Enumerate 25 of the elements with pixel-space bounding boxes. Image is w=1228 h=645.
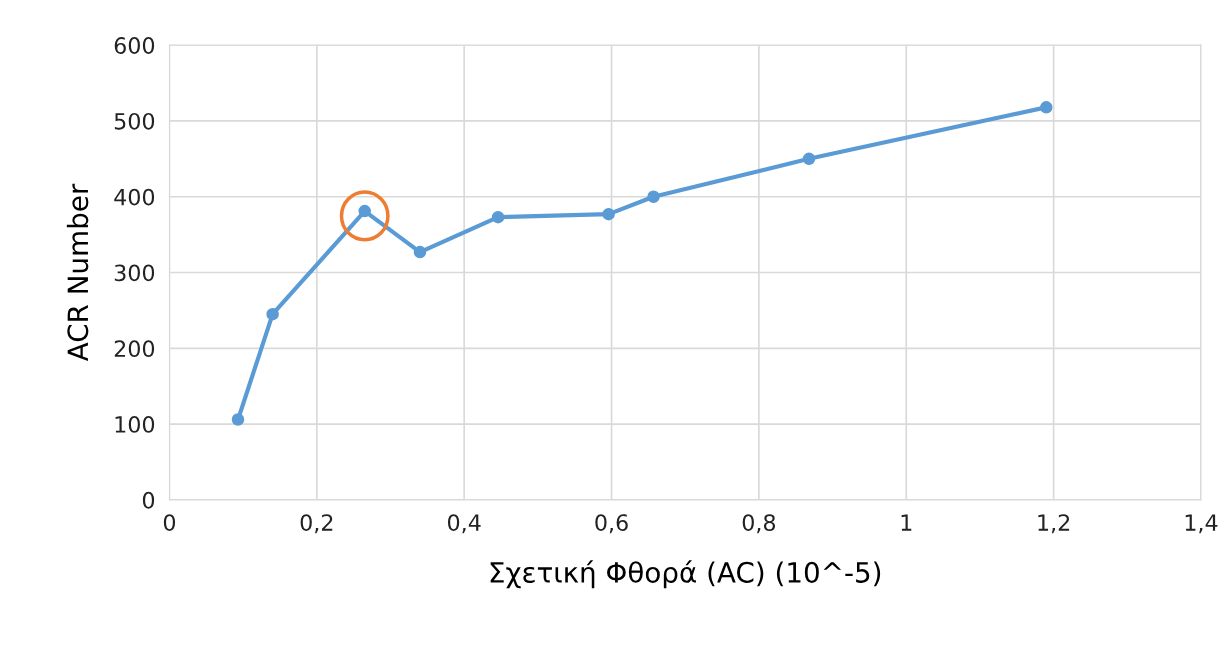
x-tick-label: 0	[163, 514, 176, 531]
x-tick-label: 0,2	[300, 514, 333, 534]
point	[1040, 101, 1053, 114]
point	[413, 245, 427, 259]
y-tick-label: 100	[115, 416, 155, 433]
y-tick-label: 400	[114, 188, 155, 206]
x-tick-label: 0,6	[595, 514, 628, 534]
x-tick-label: 1,2	[1038, 514, 1070, 534]
point	[266, 307, 279, 321]
x-tick-label: 1	[901, 514, 912, 531]
y-axis-title: ACR Number	[66, 183, 89, 362]
x-tick-label: 0,8	[742, 514, 776, 534]
y-tick-label: 200	[114, 340, 155, 358]
point	[802, 152, 816, 166]
point	[647, 190, 660, 203]
y-tick-label: 0	[142, 491, 155, 509]
y-tick-label: 500	[114, 112, 155, 130]
point	[602, 207, 615, 221]
y-tick-label: 300	[114, 264, 155, 282]
x-tick-label: 0,4	[447, 514, 481, 534]
x-tick-label: 1,4	[1185, 514, 1218, 534]
point	[231, 413, 245, 426]
y-tick-label: 600	[114, 37, 155, 54]
x-axis-title: Σχετική Φθορά (AC) (10^-5)	[490, 560, 881, 589]
point	[491, 210, 505, 224]
